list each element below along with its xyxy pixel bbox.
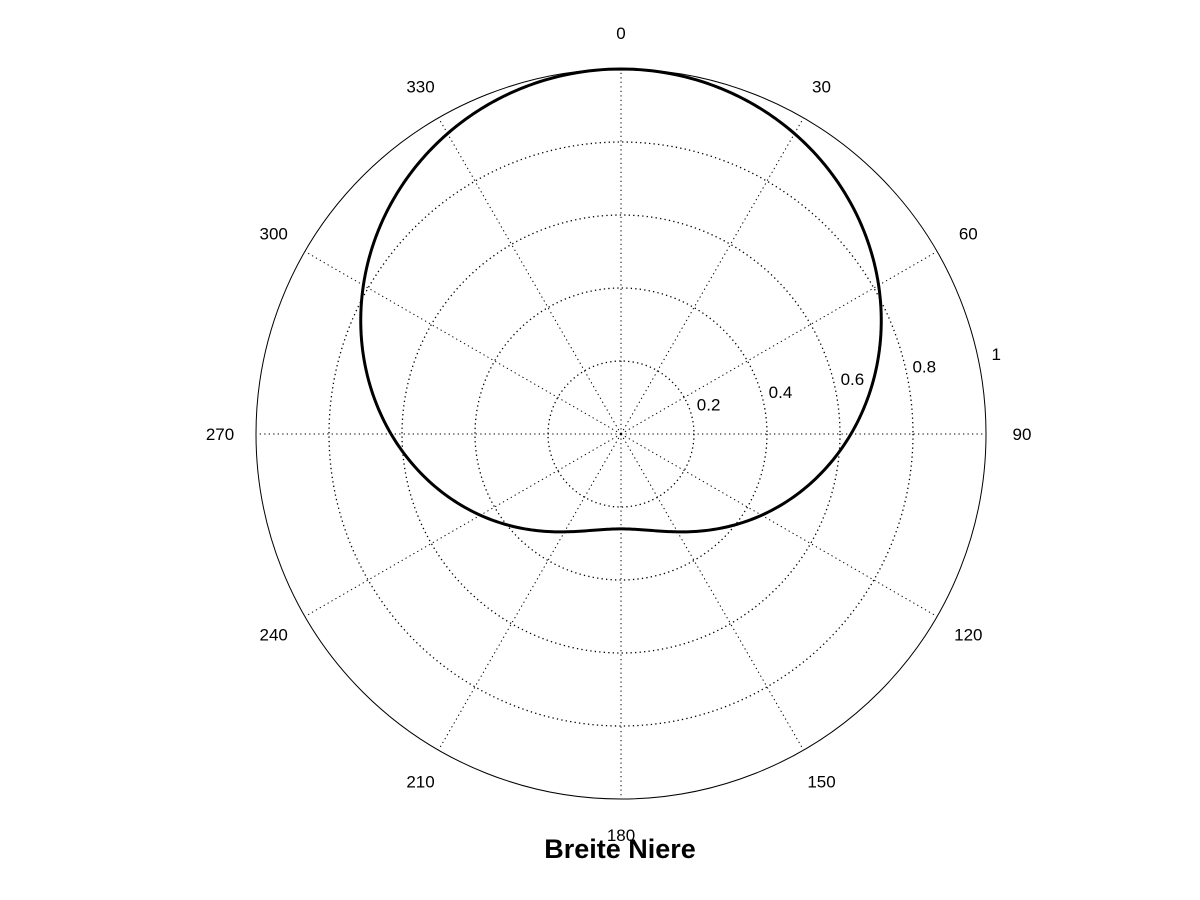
radial-tick-label: 0.2 bbox=[697, 396, 721, 415]
radial-tick-label: 0.4 bbox=[769, 383, 793, 402]
angle-tick-label: 270 bbox=[206, 425, 234, 444]
angle-tick-label: 30 bbox=[812, 78, 831, 97]
polar-grid bbox=[255, 68, 987, 800]
angle-tick-label: 240 bbox=[260, 626, 288, 645]
series-layer bbox=[359, 67, 883, 534]
angle-tick-label: 300 bbox=[260, 225, 288, 244]
radial-grid-circle bbox=[401, 214, 841, 654]
angle-tick-label: 210 bbox=[406, 772, 434, 791]
radial-tick-label: 1 bbox=[991, 345, 1000, 364]
angle-tick-label: 150 bbox=[807, 772, 835, 791]
angle-tick-label: 0 bbox=[616, 24, 625, 43]
angle-tick-label: 90 bbox=[1013, 425, 1032, 444]
radial-tick-label: 0.6 bbox=[841, 370, 865, 389]
angle-tick-label: 120 bbox=[954, 626, 982, 645]
radial-grid-circle bbox=[474, 287, 768, 581]
angle-tick-label: 180 bbox=[607, 826, 635, 845]
chart-title: Breite Niere bbox=[544, 834, 696, 864]
tick-labels: 0 30 60 90 120 150 180 210 240 270 300 330 0.2 0.4 0.6… bbox=[206, 24, 1032, 845]
angle-tick-label: 330 bbox=[406, 78, 434, 97]
radial-tick-label: 0.8 bbox=[912, 358, 936, 377]
series-line bbox=[359, 67, 883, 534]
radial-grid-circle bbox=[328, 141, 914, 727]
angle-tick-label: 60 bbox=[959, 225, 978, 244]
